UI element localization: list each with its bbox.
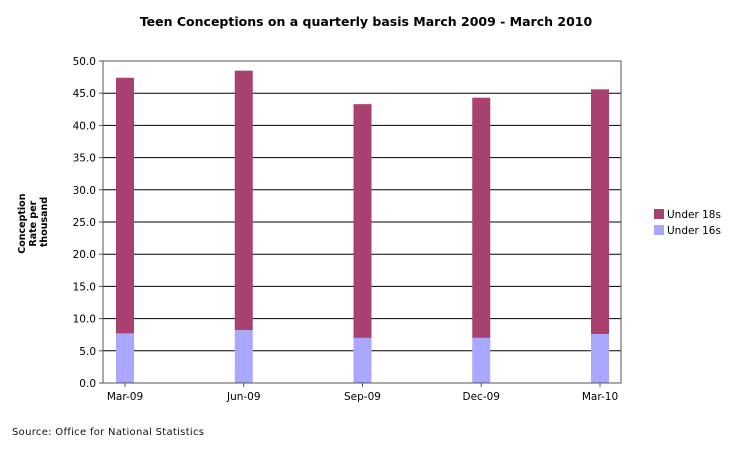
y-tick-label: 15.0 [73,281,96,293]
chart-title: Teen Conceptions on a quarterly basis Ma… [140,14,593,29]
x-tick-label: Jun-09 [226,391,261,403]
bar-under-18s [116,77,134,334]
bar-under-16s [116,333,134,383]
bar-under-18s [353,104,372,338]
y-axis-label-line-1: Conception [17,193,28,253]
y-axis-label-line-2: Rate per [28,200,39,246]
y-axis-label-line-3: thousand [39,197,50,247]
legend-swatch-under-18s [654,209,664,219]
legend-label-under-16s: Under 16s [667,225,721,237]
x-tick-label: Mar-10 [582,391,618,403]
x-tick-labels: Mar-09 Jun-09 Sep-09 Dec-09 Mar-10 [107,383,618,403]
y-axis-label: Conception Rate per thousand [17,190,50,254]
bar-under-16s [234,330,253,383]
x-tick-label: Mar-09 [107,391,143,403]
bar-under-18s [591,89,609,335]
y-tick-label: 5.0 [79,346,96,358]
y-tick-label: 40.0 [73,120,96,132]
bars [116,70,609,383]
y-tick-labels: 0.0 5.0 10.0 15.0 20.0 25.0 30.0 35.0 40.0 45.0 50… [73,56,103,390]
legend: Under 18s Under 16s [654,209,721,237]
x-tick-label: Sep-09 [344,391,381,403]
y-tick-label: 35.0 [73,153,96,165]
y-tick-label: 50.0 [73,56,96,68]
bar-under-18s [472,97,491,338]
x-tick-label: Dec-09 [463,391,500,403]
y-tick-label: 0.0 [79,378,96,390]
y-tick-label: 10.0 [73,314,96,326]
bar-under-18s [234,70,253,331]
bar-under-16s [472,337,491,383]
y-tick-label: 30.0 [73,185,96,197]
y-tick-label: 45.0 [73,88,96,100]
bar-under-16s [353,337,372,383]
y-tick-label: 20.0 [73,249,96,261]
legend-swatch-under-16s [654,225,664,235]
legend-label-under-18s: Under 18s [667,209,721,221]
y-tick-label: 25.0 [73,217,96,229]
bar-under-16s [591,334,609,383]
svg-text:Conception Rate per: Conception Rate per thousand [17,190,50,254]
source-note: Source: Office for National Statistics [12,427,205,438]
chart: Teen Conceptions on a quarterly basis Ma… [17,14,721,403]
